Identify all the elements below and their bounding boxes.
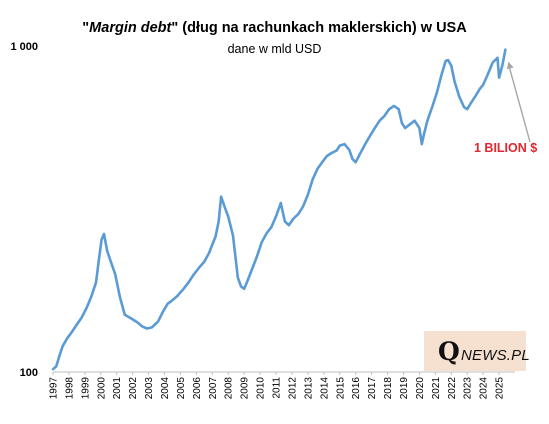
- qnews-logo: Q NEWS.PL: [424, 331, 530, 371]
- x-tick-label: 2024: [479, 377, 490, 400]
- x-tick-label: 2004: [160, 377, 171, 400]
- x-tick-label: 1999: [80, 377, 91, 400]
- x-tick-label: 2001: [112, 377, 123, 400]
- logo-initial: Q: [438, 337, 460, 366]
- x-tick-label: 2010: [256, 377, 267, 400]
- chart-subtitle: dane w mld USD: [227, 42, 322, 56]
- x-tick-label: 2014: [319, 377, 330, 400]
- annotation-arrow: [506, 61, 531, 143]
- x-tick-label: 2013: [303, 377, 314, 400]
- annotation-1-billion: 1 BILION $: [474, 141, 538, 155]
- x-tick-label: 2002: [128, 377, 139, 400]
- x-tick-label: 1998: [64, 377, 75, 400]
- x-tick-label: 2005: [176, 377, 187, 400]
- x-tick-label: 2000: [96, 377, 107, 400]
- x-tick-label: 2020: [415, 377, 426, 400]
- x-tick-label: 2021: [431, 377, 442, 400]
- x-tick-label: 2017: [367, 377, 378, 400]
- y-tick-label: 1 000: [10, 41, 38, 53]
- chart-title: "Margin debt" (dług na rachunkach makler…: [82, 20, 467, 36]
- x-tick-label: 2008: [224, 377, 235, 400]
- x-tick-label: 1997: [49, 377, 60, 400]
- x-tick-label: 2019: [399, 377, 410, 400]
- x-tick-label: 2006: [192, 377, 203, 400]
- x-tick-label: 2025: [495, 377, 506, 400]
- x-tick-label: 2011: [272, 377, 283, 399]
- x-tick-label: 2007: [208, 377, 219, 400]
- x-tick-label: 2023: [463, 377, 474, 400]
- logo-text: NEWS.PL: [461, 347, 530, 364]
- x-tick-label: 2012: [287, 377, 298, 400]
- x-tick-label: 2003: [144, 377, 155, 400]
- x-tick-label: 2018: [383, 377, 394, 400]
- x-tick-label: 2015: [335, 377, 346, 400]
- series-line-0: [51, 48, 507, 371]
- x-tick-label: 2022: [447, 377, 458, 400]
- x-tick-label: 2016: [351, 377, 362, 400]
- y-tick-label: 100: [20, 367, 38, 379]
- x-tick-label: 2009: [240, 377, 251, 400]
